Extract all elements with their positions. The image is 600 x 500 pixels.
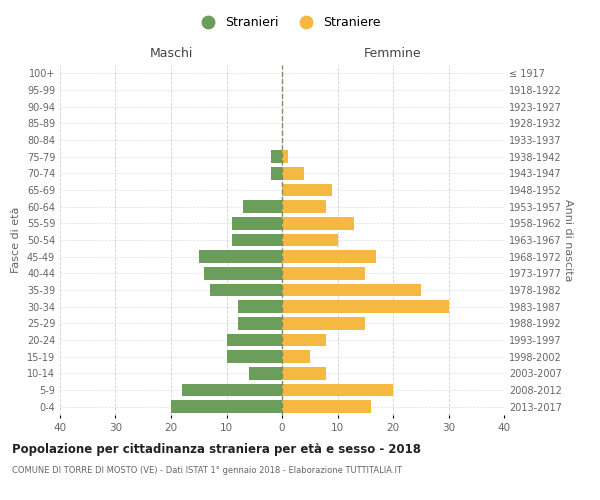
Y-axis label: Fasce di età: Fasce di età xyxy=(11,207,21,273)
Bar xyxy=(282,267,365,280)
Text: COMUNE DI TORRE DI MOSTO (VE) - Dati ISTAT 1° gennaio 2018 - Elaborazione TUTTIT: COMUNE DI TORRE DI MOSTO (VE) - Dati IST… xyxy=(12,466,402,475)
Bar xyxy=(282,217,354,230)
Bar xyxy=(199,250,282,263)
Bar xyxy=(282,367,326,380)
Y-axis label: Anni di nascita: Anni di nascita xyxy=(563,198,573,281)
Bar xyxy=(271,167,282,179)
Bar xyxy=(204,267,282,280)
Bar xyxy=(282,317,365,330)
Bar xyxy=(282,167,304,179)
Bar xyxy=(271,150,282,163)
Bar xyxy=(282,234,337,246)
Text: Femmine: Femmine xyxy=(364,47,422,60)
Text: Maschi: Maschi xyxy=(149,47,193,60)
Bar xyxy=(227,334,282,346)
Bar xyxy=(238,317,282,330)
Bar xyxy=(282,150,287,163)
Bar xyxy=(282,384,393,396)
Bar xyxy=(171,400,282,413)
Bar xyxy=(282,300,449,313)
Bar xyxy=(249,367,282,380)
Text: Popolazione per cittadinanza straniera per età e sesso - 2018: Popolazione per cittadinanza straniera p… xyxy=(12,442,421,456)
Bar xyxy=(282,184,332,196)
Bar xyxy=(282,284,421,296)
Bar xyxy=(227,350,282,363)
Bar xyxy=(238,300,282,313)
Bar xyxy=(282,400,371,413)
Bar xyxy=(282,250,376,263)
Bar xyxy=(182,384,282,396)
Bar xyxy=(282,334,326,346)
Bar xyxy=(210,284,282,296)
Bar xyxy=(282,200,326,213)
Bar xyxy=(232,234,282,246)
Bar xyxy=(243,200,282,213)
Bar xyxy=(232,217,282,230)
Bar xyxy=(282,350,310,363)
Legend: Stranieri, Straniere: Stranieri, Straniere xyxy=(190,11,386,34)
